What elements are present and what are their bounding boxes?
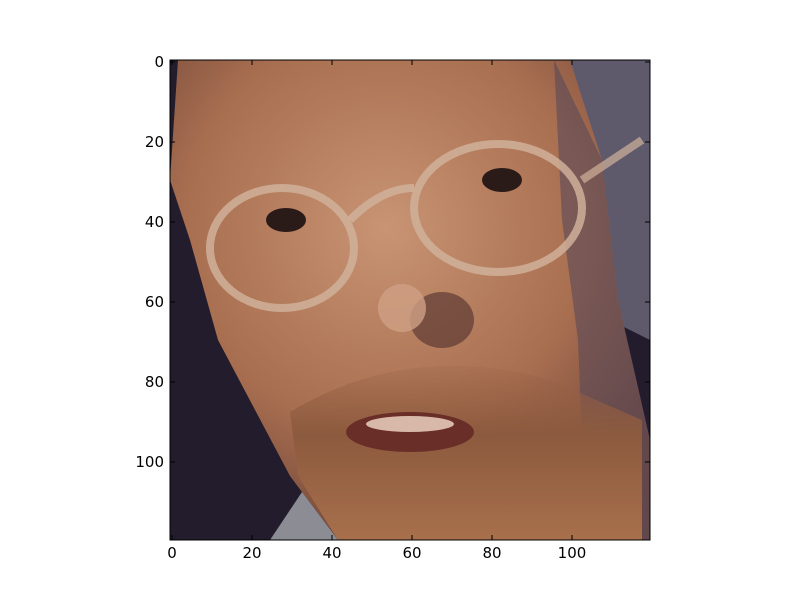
x-tick-label: 0 bbox=[167, 544, 177, 562]
y-tick-label: 80 bbox=[145, 373, 164, 391]
x-tick-label: 60 bbox=[402, 544, 421, 562]
right-lens bbox=[410, 140, 586, 276]
axes-frame bbox=[169, 59, 651, 541]
right-eye bbox=[482, 168, 522, 192]
face-picture bbox=[170, 60, 650, 540]
teeth bbox=[366, 416, 454, 432]
y-tick-label: 0 bbox=[154, 53, 164, 71]
nose-shadow bbox=[410, 292, 474, 348]
nose bbox=[378, 284, 426, 332]
x-tick-label: 20 bbox=[242, 544, 261, 562]
glasses-bridge bbox=[347, 184, 415, 223]
y-tick-label: 60 bbox=[145, 293, 164, 311]
x-tick-label: 100 bbox=[558, 544, 587, 562]
x-tick-label: 80 bbox=[482, 544, 501, 562]
glasses-arm bbox=[579, 136, 645, 184]
shirt bbox=[270, 492, 338, 540]
y-tick-label: 100 bbox=[135, 453, 164, 471]
left-lens bbox=[206, 184, 358, 312]
x-tick-label: 40 bbox=[322, 544, 341, 562]
y-tick-label: 20 bbox=[145, 133, 164, 151]
left-eye bbox=[266, 208, 306, 232]
y-tick-label: 40 bbox=[145, 213, 164, 231]
image bbox=[170, 60, 650, 540]
beard bbox=[290, 365, 642, 540]
